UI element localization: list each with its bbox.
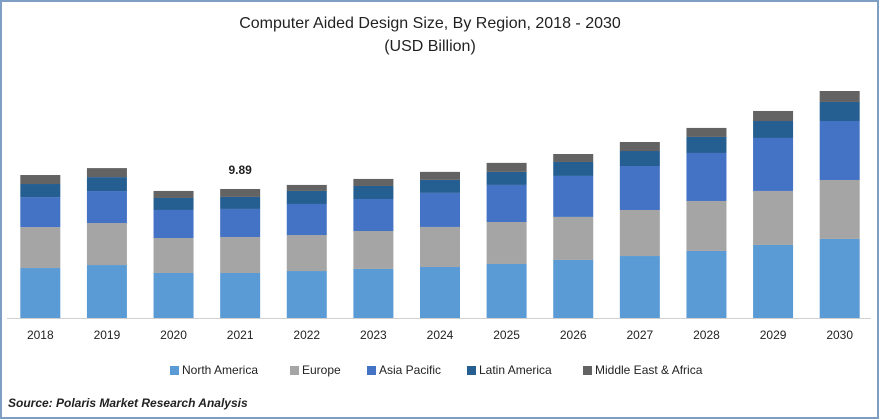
bar-segment [153,209,194,239]
chart-subtitle: (USD Billion) [384,38,476,55]
legend-swatch [290,366,299,375]
bar-segment [619,151,660,167]
x-tick-label: 2019 [94,328,121,342]
bar-segment [686,250,727,318]
x-tick-label: 2022 [293,328,320,342]
chart-title: Computer Aided Design Size, By Region, 2… [239,15,621,32]
bar-segment [286,235,327,272]
bar-segment [353,199,394,231]
bar-segment [420,179,460,193]
bar-segment [486,171,527,185]
bar-segment [619,209,660,257]
legend-swatch [170,366,179,375]
bar-segment [153,272,194,318]
legend-label: Europe [302,363,341,377]
bar-segment [486,263,527,318]
x-tick-label: 2026 [560,328,587,342]
bar-segment [553,154,594,162]
x-tick-label: 2029 [760,328,787,342]
bar-segment [753,121,794,138]
bar-segment [819,238,860,318]
legend-label: Latin America [479,363,552,377]
bar-segment [686,152,727,201]
legend-label: North America [182,363,258,377]
bar-segment [220,208,261,237]
bar-segment [20,175,61,185]
x-tick-label: 2027 [626,328,653,342]
bar-segment [353,230,394,269]
legend-swatch [367,366,376,375]
x-tick-label: 2021 [227,328,254,342]
data-label: 9.89 [228,163,252,177]
bar-segment [686,200,727,251]
bar-segment [86,168,127,178]
x-tick-label: 2024 [427,328,454,342]
bar-segment [553,175,594,217]
bar-segment [753,137,794,191]
bar-segment [686,136,727,153]
bar-segment [220,236,261,273]
bar-segment [553,259,594,318]
x-tick-label: 2023 [360,328,387,342]
bar-segment [819,91,860,102]
x-tick-label: 2020 [160,328,187,342]
bar-segment [153,190,194,198]
legend-swatch [583,366,592,375]
bar-segment [286,271,327,318]
bar-segment [619,166,660,210]
bar-segment [686,127,727,137]
x-tick-label: 2025 [493,328,520,342]
x-tick-label: 2028 [693,328,720,342]
bar-segment [753,110,794,122]
bar-segment [353,185,394,200]
bar-segment [86,191,127,224]
bar-segment [220,272,261,318]
bar-segment [486,162,527,172]
legend-swatch [467,366,476,375]
bar-segment [286,184,327,191]
bar-segment [553,216,594,260]
bar-segment [420,171,460,180]
bar-segment [819,179,860,239]
bar-segment [20,197,61,228]
bar-segment [619,256,660,318]
bar-segment [353,268,394,318]
bar-segment [753,244,794,318]
bar-segment [753,190,794,245]
bar-segment [86,265,127,318]
bar-segment [619,142,660,152]
bar-segment [153,197,194,210]
x-tick-label: 2030 [826,328,853,342]
bar-segment [286,190,327,204]
bar-segment [420,266,460,318]
bar-segment [153,238,194,273]
bar-segment [20,268,61,318]
bar-segment [86,223,127,266]
bar-segment [486,184,527,222]
bar-segment [553,161,594,176]
bar-segment [353,178,394,186]
bar-segment [420,192,460,227]
bar-segment [286,203,327,236]
source: Source: Polaris Market Research Analysis [8,396,248,410]
x-tick-label: 2018 [27,328,54,342]
legend-label: Middle East & Africa [595,363,703,377]
bar-segment [819,121,860,180]
bar-segment [220,196,261,209]
bar-segment [86,177,127,192]
bar-segment [819,101,860,122]
bar-segment [486,221,527,264]
bar-segment [20,184,61,198]
legend-label: Asia Pacific [379,363,441,377]
bar-segment [20,227,61,269]
bar-segment [420,226,460,267]
bar-segment [220,188,261,197]
